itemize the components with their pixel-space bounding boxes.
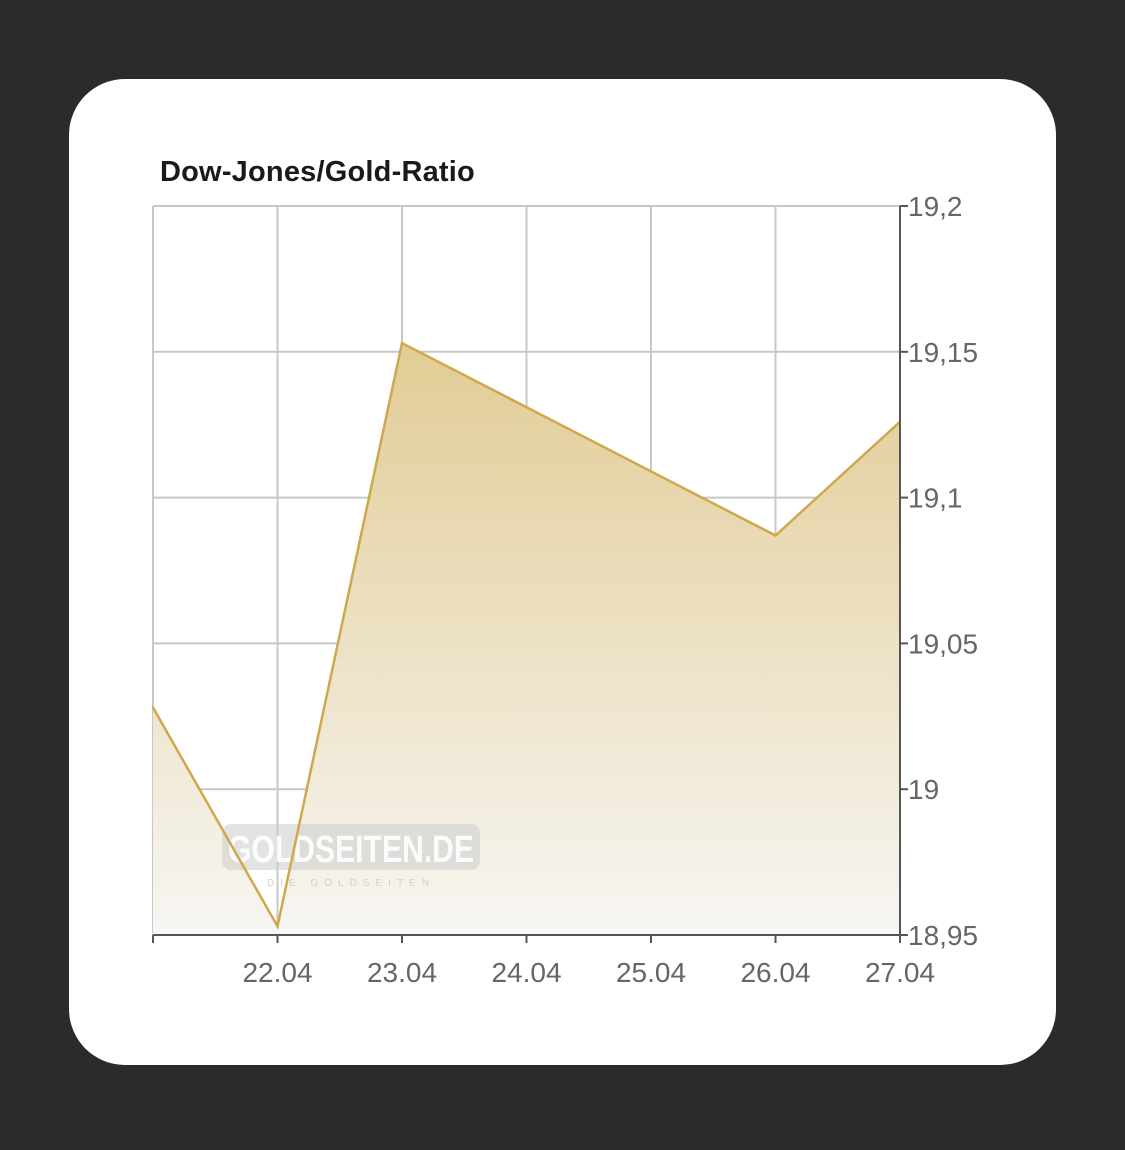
x-tick-label: 23.04	[367, 957, 437, 988]
data-point	[276, 925, 279, 928]
y-tick-label: 19	[908, 774, 939, 805]
data-point	[400, 341, 404, 345]
x-tick-label: 24.04	[491, 957, 561, 988]
x-tick-label: 26.04	[740, 957, 810, 988]
x-tick-label: 27.04	[865, 957, 935, 988]
watermark-text: GOLDSEITEN.DE	[228, 829, 474, 871]
y-tick-label: 19,1	[908, 483, 963, 514]
watermark-tagline: DIE GOLDSEITEN	[267, 878, 435, 889]
x-tick-label: 25.04	[616, 957, 686, 988]
x-tick-label: 22.04	[242, 957, 312, 988]
data-point	[774, 534, 777, 537]
y-tick-label: 18,95	[908, 920, 978, 951]
chart-title: Dow-Jones/Gold-Ratio	[160, 156, 475, 188]
y-tick-label: 19,05	[908, 628, 978, 659]
data-point	[151, 706, 155, 709]
series-area	[153, 343, 900, 935]
watermark: GOLDSEITEN.DE DIE GOLDSEITEN	[222, 824, 480, 889]
y-tick-label: 19,15	[908, 337, 978, 368]
y-tick-label: 19,2	[908, 191, 963, 222]
